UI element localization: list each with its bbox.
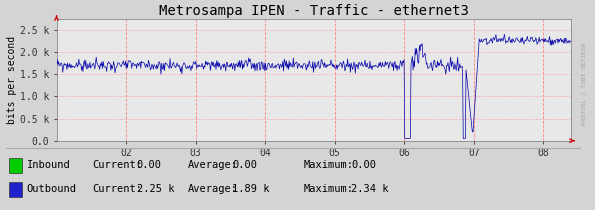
Text: 0.00: 0.00 [351, 160, 376, 170]
Text: 0.00: 0.00 [232, 160, 257, 170]
Text: Inbound: Inbound [27, 160, 71, 170]
Text: 2.25 k: 2.25 k [137, 184, 174, 194]
Text: Maximum:: Maximum: [303, 160, 353, 170]
Text: Current:: Current: [92, 184, 142, 194]
Text: Average:: Average: [187, 160, 237, 170]
Text: 0.00: 0.00 [137, 160, 162, 170]
Text: Outbound: Outbound [27, 184, 77, 194]
Text: 2.34 k: 2.34 k [351, 184, 389, 194]
Text: Average:: Average: [187, 184, 237, 194]
Y-axis label: bits per second: bits per second [7, 36, 17, 124]
Text: RRDTOOL / TOBI OETIKER: RRDTOOL / TOBI OETIKER [582, 43, 587, 125]
Text: 1.89 k: 1.89 k [232, 184, 270, 194]
Text: Current:: Current: [92, 160, 142, 170]
Title: Metrosampa IPEN - Traffic - ethernet3: Metrosampa IPEN - Traffic - ethernet3 [159, 4, 469, 18]
Text: Maximum:: Maximum: [303, 184, 353, 194]
